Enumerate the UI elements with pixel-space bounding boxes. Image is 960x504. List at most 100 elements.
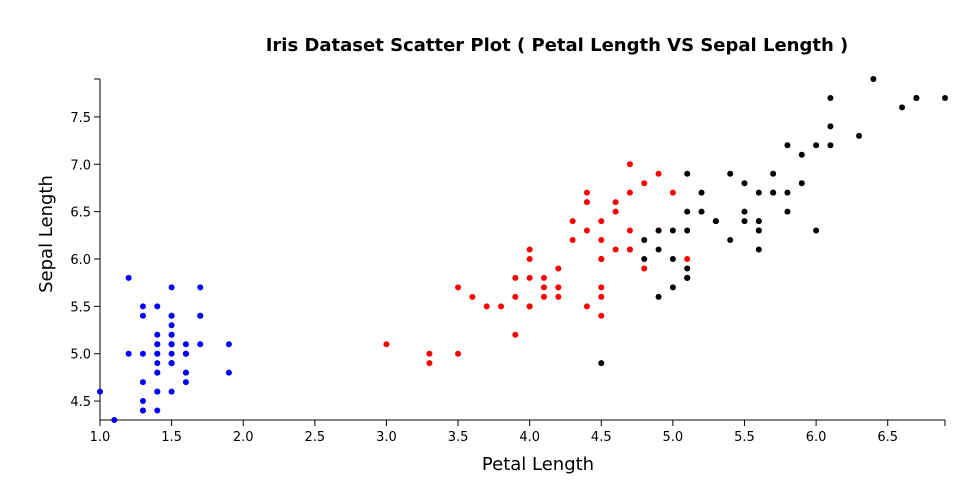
data-point	[526, 274, 533, 281]
data-point	[655, 246, 662, 253]
data-point	[182, 341, 189, 348]
x-tick-label: 2.0	[233, 430, 254, 445]
data-point	[154, 407, 161, 414]
x-tick-label: 5.5	[734, 430, 755, 445]
data-point	[755, 189, 762, 196]
data-point	[583, 227, 590, 234]
data-point	[154, 369, 161, 376]
data-point	[626, 161, 633, 168]
data-point	[712, 218, 719, 225]
data-point	[583, 303, 590, 310]
data-point	[698, 189, 705, 196]
data-point	[755, 218, 762, 225]
x-tick-label: 4.0	[519, 430, 540, 445]
data-point	[225, 341, 232, 348]
y-tick-label: 6.5	[70, 206, 91, 221]
data-point	[626, 189, 633, 196]
data-point	[598, 218, 605, 225]
data-point	[698, 208, 705, 215]
data-point	[111, 417, 118, 423]
data-point	[139, 303, 146, 310]
data-point	[498, 303, 505, 310]
data-point	[154, 341, 161, 348]
data-point	[455, 350, 462, 357]
data-point	[540, 293, 547, 300]
data-point	[856, 132, 863, 139]
x-tick-label: 6.0	[806, 430, 827, 445]
data-point	[770, 189, 777, 196]
data-point	[383, 341, 390, 348]
y-tick-label: 5.0	[70, 348, 91, 363]
data-point	[612, 208, 619, 215]
data-point	[669, 227, 676, 234]
data-point	[97, 388, 103, 395]
data-point	[626, 246, 633, 253]
data-point	[813, 142, 820, 149]
data-point	[684, 274, 691, 281]
x-tick-label: 3.0	[376, 430, 397, 445]
data-point	[669, 255, 676, 262]
data-point	[168, 388, 175, 395]
data-point	[684, 265, 691, 272]
data-point	[426, 360, 433, 367]
data-point	[583, 199, 590, 206]
data-point	[598, 312, 605, 319]
data-point	[168, 341, 175, 348]
data-point	[139, 407, 146, 414]
data-point	[182, 379, 189, 386]
data-point	[168, 350, 175, 357]
data-point	[555, 265, 562, 272]
data-point	[154, 331, 161, 338]
data-point	[827, 94, 834, 101]
data-point	[899, 104, 906, 111]
data-point	[798, 180, 805, 187]
data-point	[168, 360, 175, 367]
data-point	[755, 246, 762, 253]
data-point	[669, 189, 676, 196]
data-point	[827, 142, 834, 149]
data-point	[598, 255, 605, 262]
axes: 1.0 1.5 2.0 2.5 3.0 3.5 4.0 4.5 5.0 5.5 6.0 6.5 4.5 5…	[70, 78, 946, 445]
data-point	[526, 303, 533, 310]
y-axis-label: Sepal Length	[36, 175, 57, 293]
y-tick-label: 4.5	[70, 395, 91, 410]
data-point	[569, 237, 576, 244]
data-point	[598, 293, 605, 300]
x-tick-label: 1.0	[90, 430, 111, 445]
data-point	[741, 180, 748, 187]
data-point	[784, 142, 791, 149]
data-point	[139, 350, 146, 357]
data-point	[168, 284, 175, 291]
x-tick-label: 4.5	[591, 430, 612, 445]
data-point	[125, 350, 132, 357]
x-tick-label: 5.0	[663, 430, 684, 445]
data-point	[512, 274, 519, 281]
data-point	[813, 227, 820, 234]
data-point	[741, 218, 748, 225]
data-point	[741, 208, 748, 215]
data-point	[612, 199, 619, 206]
x-tick-label: 2.5	[304, 430, 325, 445]
data-point	[641, 265, 648, 272]
data-point	[641, 237, 648, 244]
data-point	[626, 227, 633, 234]
data-point	[197, 284, 204, 291]
data-point	[598, 237, 605, 244]
chart-title: Iris Dataset Scatter Plot ( Petal Length…	[266, 35, 849, 56]
data-point	[655, 227, 662, 234]
data-point	[526, 255, 533, 262]
x-tick-label: 6.5	[877, 430, 898, 445]
data-point	[827, 123, 834, 130]
data-point	[870, 76, 877, 82]
data-point	[598, 360, 605, 367]
x-tick-label: 3.5	[448, 430, 469, 445]
data-point	[655, 293, 662, 300]
data-point	[139, 379, 146, 386]
series-1	[383, 161, 691, 367]
data-point	[684, 227, 691, 234]
data-point	[684, 170, 691, 177]
data-point	[784, 189, 791, 196]
data-point	[154, 303, 161, 310]
y-tick-label: 7.5	[70, 111, 91, 126]
